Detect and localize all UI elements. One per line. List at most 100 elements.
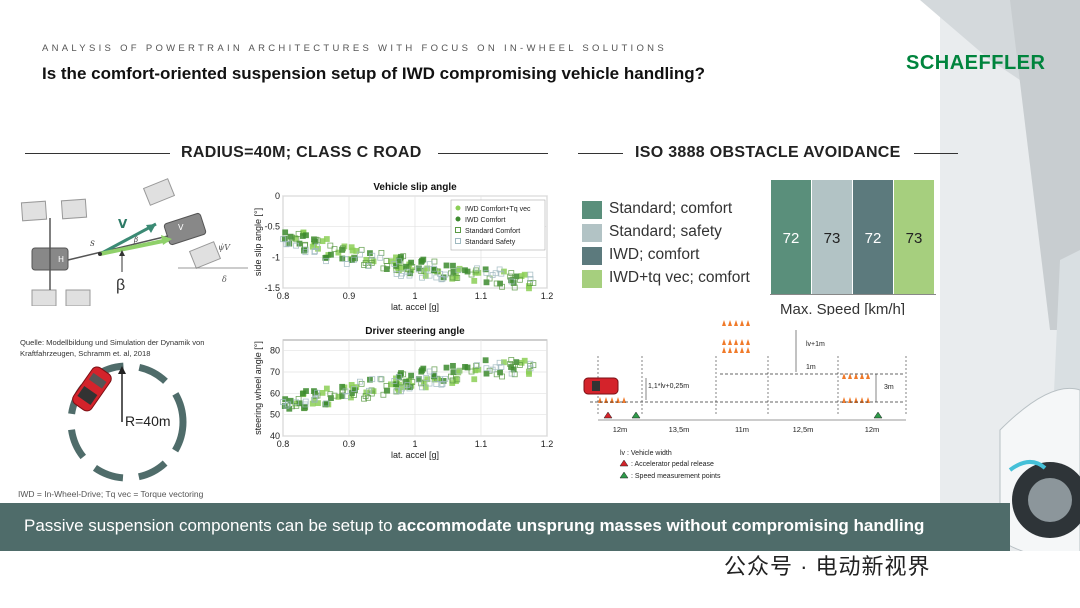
- vehicle-dynamics-diagram: H V S V β ψ̇V δ β: [20, 178, 248, 306]
- legend-label: Standard; safety: [609, 223, 722, 240]
- scatter-point: [433, 381, 440, 387]
- scatter-point: [339, 247, 346, 253]
- cone-icon: [860, 373, 864, 379]
- cone-icon: [854, 373, 858, 379]
- scatter-point: [369, 376, 376, 383]
- y-tick-label: 50: [270, 410, 280, 420]
- course-dimension: 11m: [735, 425, 749, 434]
- cone-icon: [866, 397, 870, 403]
- scatter-point: [415, 376, 422, 383]
- cone-icon: [842, 373, 846, 379]
- footnote: IWD = In-Wheel-Drive; Tq vec = Torque ve…: [18, 489, 204, 499]
- scatter-point: [398, 388, 404, 395]
- cone-icon: [740, 339, 744, 345]
- scatter-point: [508, 278, 515, 285]
- conclusion-text: Passive suspension components can be set…: [24, 516, 924, 536]
- cone-icon: [848, 373, 852, 379]
- scatter-point: [456, 265, 463, 272]
- legend-label: IWD+tq vec; comfort: [609, 269, 750, 286]
- x-tick-label: 0.8: [277, 439, 290, 449]
- diagram-label-psi: ψ̇V: [218, 243, 231, 252]
- car-icon: [583, 377, 619, 395]
- scatter-point: [285, 401, 291, 408]
- cone-icon: [842, 397, 846, 403]
- scatter-point: [283, 402, 290, 409]
- scatter-point: [323, 258, 329, 265]
- scatter-point: [450, 362, 456, 369]
- scatter-point: [397, 379, 404, 386]
- cone-icon: [848, 397, 852, 403]
- x-tick-label: 1.2: [541, 439, 554, 449]
- scatter-point: [377, 254, 384, 261]
- y-axis-label: steering wheel angle [°]: [253, 341, 263, 435]
- scatter-point: [293, 236, 300, 243]
- conclusion-banner: [0, 503, 1010, 551]
- cone-icon: [728, 339, 732, 345]
- scatter-point: [443, 262, 450, 269]
- scatter-point: [527, 276, 534, 282]
- scatter-point: [351, 391, 357, 398]
- scatter-point: [497, 280, 503, 287]
- scatter-point: [527, 280, 533, 286]
- scatter-point: [493, 280, 500, 287]
- scatter-point: [422, 273, 429, 279]
- legend-marker: [455, 238, 461, 244]
- section-divider-left-b: [438, 153, 548, 154]
- company-logo: SCHAEFFLER: [906, 52, 1046, 74]
- scatter-point: [419, 274, 425, 281]
- bar-standard-comfort: 72: [771, 180, 811, 294]
- course-legend-speed-points: : Speed measurement points: [631, 473, 721, 480]
- scatter-point: [450, 262, 456, 269]
- diagram-label-v: V: [118, 217, 128, 231]
- section-divider-right-a: [578, 153, 623, 154]
- scatter-point: [311, 395, 318, 402]
- scatter-point: [340, 245, 346, 252]
- middle-offset-label: 1m: [806, 364, 816, 371]
- x-tick-label: 0.9: [343, 291, 356, 301]
- cone-icon: [610, 397, 614, 403]
- scatter-point: [322, 401, 329, 408]
- scatter-point: [473, 362, 480, 369]
- scatter-point: [357, 378, 363, 385]
- scatter-point: [518, 273, 525, 279]
- scatter-point: [464, 364, 471, 371]
- legend-swatch: [582, 201, 602, 219]
- scatter-point: [343, 393, 350, 399]
- cone-icon: [734, 320, 738, 326]
- scatter-point: [311, 248, 318, 255]
- scatter-point: [315, 400, 321, 407]
- cone-icon: [616, 397, 620, 403]
- scatter-point: [409, 379, 416, 385]
- legend-label: Standard Comfort: [465, 228, 520, 235]
- scatter-point: [357, 251, 363, 258]
- green-triangle-icon: [631, 411, 641, 419]
- steering-angle-chart: Driver steering angle 0.8 0.9 1 1.1 1.2 80 70 60…: [253, 326, 554, 460]
- scatter-point: [299, 390, 306, 397]
- scatter-point: [327, 242, 334, 249]
- y-tick-label: 40: [270, 431, 280, 441]
- bar-value: 73: [905, 230, 923, 247]
- course-dimension: 12m: [613, 425, 628, 434]
- scatter-point: [511, 284, 518, 291]
- scatter-point: [397, 260, 404, 266]
- scatter-point: [339, 393, 346, 399]
- scatter-point: [406, 272, 413, 279]
- scatter-point: [287, 233, 294, 240]
- x-tick-label: 0.9: [343, 439, 356, 449]
- scatter-point: [442, 375, 449, 382]
- scatter-point: [393, 267, 400, 273]
- y-tick-label: 0: [275, 191, 280, 201]
- scatter-point: [365, 262, 372, 269]
- scatter-point: [339, 383, 346, 390]
- legend-label: Standard; comfort: [609, 200, 733, 217]
- scatter-point: [497, 369, 503, 376]
- scatter-point: [496, 359, 503, 366]
- bar-value: 72: [864, 230, 882, 247]
- cone-icon: [860, 397, 864, 403]
- scatter-point: [508, 357, 515, 363]
- red-triangle-icon: [603, 411, 613, 419]
- car-window-icon: [592, 381, 600, 391]
- cone-icon: [722, 320, 726, 326]
- scatter-point: [395, 373, 402, 380]
- scatter-point: [431, 265, 437, 272]
